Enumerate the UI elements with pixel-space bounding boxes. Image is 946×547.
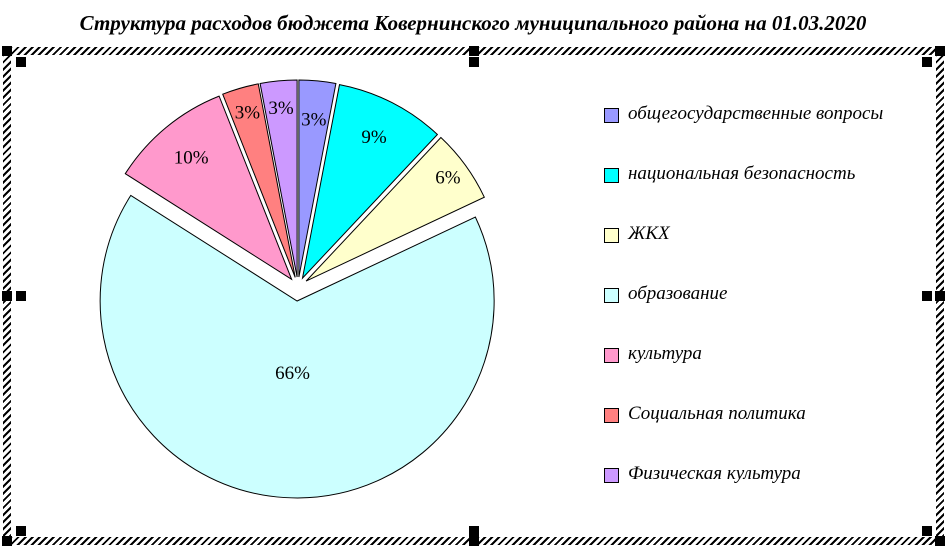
legend-item[interactable]: культура — [604, 343, 934, 407]
resize-handle-outer[interactable] — [469, 46, 479, 56]
legend-key[interactable] — [604, 168, 619, 183]
legend-key[interactable] — [604, 408, 619, 423]
data-label: 3% — [235, 102, 261, 123]
pie-slice[interactable] — [305, 136, 485, 282]
data-label: 9% — [361, 127, 387, 148]
data-label: 6% — [435, 168, 461, 189]
legend-key[interactable] — [604, 228, 619, 243]
legend-item[interactable]: Физическая культура — [604, 463, 934, 527]
resize-handle-inner[interactable] — [922, 526, 932, 536]
legend-label: национальная безопасность — [628, 163, 856, 184]
legend-key[interactable] — [604, 468, 619, 483]
resize-handle-outer[interactable] — [2, 291, 12, 301]
resize-handle-outer[interactable] — [935, 291, 945, 301]
resize-handle-inner[interactable] — [469, 526, 479, 536]
pie-slice[interactable] — [298, 79, 337, 278]
data-label: 10% — [174, 147, 209, 168]
resize-handle-inner[interactable] — [16, 526, 26, 536]
chart-title: Структура расходов бюджета Ковернинского… — [79, 11, 867, 35]
legend-label: Физическая культура — [628, 463, 801, 484]
resize-handle-outer[interactable] — [469, 536, 479, 546]
resize-handle-inner[interactable] — [16, 291, 26, 301]
resize-handle-inner[interactable] — [922, 291, 932, 301]
pie-slice[interactable] — [222, 83, 296, 278]
data-label: 3% — [268, 98, 294, 119]
legend-key[interactable] — [604, 108, 619, 123]
data-label: 3% — [301, 110, 327, 131]
pie-slice[interactable] — [124, 95, 293, 281]
legend-item[interactable]: ЖКХ — [604, 223, 934, 287]
resize-handle-outer[interactable] — [935, 46, 945, 56]
legend-key[interactable] — [604, 288, 619, 303]
legend-item[interactable]: общегосударственные вопросы — [604, 103, 934, 167]
legend-key[interactable] — [604, 348, 619, 363]
legend-label: Социальная политика — [628, 403, 806, 424]
legend-label: общегосударственные вопросы — [628, 103, 884, 124]
resize-handle-inner[interactable] — [469, 57, 479, 67]
pie-slice[interactable] — [99, 194, 495, 499]
pie-slice[interactable] — [301, 84, 439, 280]
legend-label: культура — [628, 343, 702, 364]
resize-handle-outer[interactable] — [935, 536, 945, 546]
legend-label: ЖКХ — [628, 223, 670, 244]
resize-handle-outer[interactable] — [2, 536, 12, 546]
legend-label: образование — [628, 283, 728, 304]
resize-handle-inner[interactable] — [922, 57, 932, 67]
legend-item[interactable]: Социальная политика — [604, 403, 934, 467]
legend[interactable]: общегосударственные вопросы национальная … — [604, 103, 934, 527]
resize-handle-inner[interactable] — [16, 57, 26, 67]
legend-item[interactable]: образование — [604, 283, 934, 347]
pie-slice[interactable] — [259, 79, 298, 278]
resize-handle-outer[interactable] — [2, 46, 12, 56]
data-label: 66% — [275, 363, 310, 384]
legend-item[interactable]: национальная безопасность — [604, 163, 934, 227]
